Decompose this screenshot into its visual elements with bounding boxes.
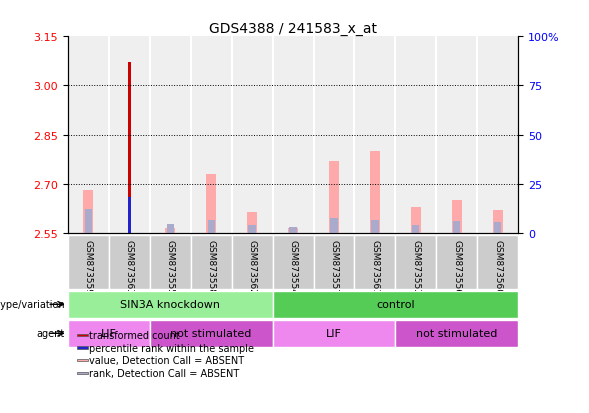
Text: not stimulated: not stimulated	[170, 328, 252, 339]
Bar	[231, 235, 273, 289]
Text: transformed count: transformed count	[90, 330, 180, 340]
Text: value, Detection Call = ABSENT: value, Detection Call = ABSENT	[90, 356, 244, 366]
Bar	[436, 37, 477, 233]
Bar	[249, 225, 256, 233]
Bar	[395, 37, 436, 233]
Text: percentile rank within the sample: percentile rank within the sample	[90, 343, 254, 353]
Bar	[77, 373, 88, 375]
Bar	[273, 37, 313, 233]
Text: genotype/variation: genotype/variation	[0, 299, 65, 310]
Bar	[412, 225, 419, 233]
Text: LIF: LIF	[101, 328, 117, 339]
Bar	[207, 221, 214, 233]
Text: GSM873559: GSM873559	[84, 240, 92, 294]
Bar	[68, 37, 109, 233]
Bar	[128, 197, 131, 233]
Bar	[494, 223, 501, 233]
Bar	[191, 235, 231, 289]
Bar	[273, 235, 313, 289]
Bar	[273, 291, 518, 318]
Bar	[68, 291, 273, 318]
Bar	[273, 320, 395, 347]
Bar	[288, 228, 298, 233]
Bar	[109, 37, 150, 233]
Text: GSM873563: GSM873563	[125, 240, 134, 294]
Bar	[411, 207, 421, 233]
Bar	[370, 152, 380, 233]
Bar	[77, 359, 88, 362]
Bar	[395, 320, 518, 347]
Bar	[68, 320, 150, 347]
Text: GSM873558: GSM873558	[207, 240, 216, 294]
Bar	[330, 218, 337, 233]
Bar	[191, 37, 231, 233]
Bar	[477, 37, 518, 233]
Bar	[83, 191, 93, 233]
Bar	[167, 225, 174, 233]
Text: GSM873557: GSM873557	[329, 240, 339, 294]
Text: GSM873553: GSM873553	[411, 240, 421, 294]
Bar	[165, 228, 176, 233]
Bar	[68, 235, 109, 289]
Bar	[150, 37, 191, 233]
Text: GSM873556: GSM873556	[452, 240, 461, 294]
Text: not stimulated: not stimulated	[416, 328, 498, 339]
Bar	[206, 174, 216, 233]
Bar	[454, 221, 461, 233]
Bar	[329, 161, 339, 233]
Bar	[128, 63, 131, 233]
Bar	[85, 210, 92, 233]
Bar	[493, 211, 503, 233]
Bar	[289, 228, 297, 233]
Text: rank, Detection Call = ABSENT: rank, Detection Call = ABSENT	[90, 368, 240, 378]
Bar	[395, 235, 436, 289]
Bar	[231, 37, 273, 233]
Bar	[477, 235, 518, 289]
Bar	[372, 221, 379, 233]
Bar	[355, 235, 395, 289]
Bar	[452, 201, 462, 233]
Bar	[436, 235, 477, 289]
Text: GSM873560: GSM873560	[494, 240, 502, 294]
Bar	[247, 212, 257, 233]
Title: GDS4388 / 241583_x_at: GDS4388 / 241583_x_at	[209, 22, 377, 36]
Text: GSM873561: GSM873561	[370, 240, 379, 294]
Text: agent: agent	[37, 328, 65, 339]
Bar	[150, 235, 191, 289]
Text: control: control	[376, 299, 415, 310]
Bar	[313, 235, 355, 289]
Bar	[355, 37, 395, 233]
Bar	[150, 320, 273, 347]
Bar	[77, 347, 88, 349]
Text: LIF: LIF	[326, 328, 342, 339]
Bar	[313, 37, 355, 233]
Bar	[109, 235, 150, 289]
Bar	[77, 334, 88, 336]
Text: GSM873555: GSM873555	[166, 240, 175, 294]
Text: GSM873554: GSM873554	[289, 240, 297, 294]
Text: GSM873562: GSM873562	[247, 240, 257, 294]
Text: SIN3A knockdown: SIN3A knockdown	[120, 299, 220, 310]
